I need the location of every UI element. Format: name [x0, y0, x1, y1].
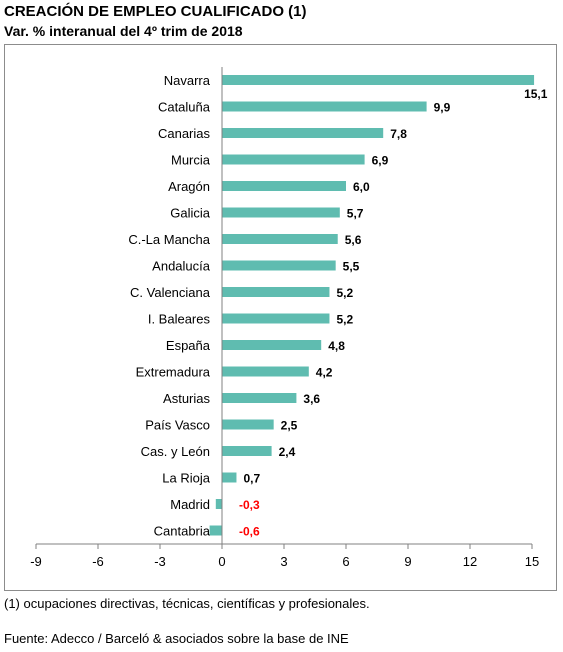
bar	[222, 366, 309, 377]
value-label: -0,6	[239, 525, 260, 539]
bar-chart: Navarra 15,1 Cataluña 9,9 Canarias 7,8 Murcia 6…	[30, 67, 548, 569]
value-label: 4,2	[316, 366, 333, 380]
category-label: Galicia	[170, 206, 211, 221]
x-tick-label: 9	[404, 554, 411, 569]
category-label: Cas. y León	[141, 444, 210, 459]
value-label: -0,3	[239, 498, 260, 512]
category-label: Canarias	[158, 126, 211, 141]
bar	[222, 154, 365, 165]
category-label: La Rioja	[162, 471, 210, 486]
bar	[222, 446, 272, 456]
bar	[209, 525, 222, 536]
value-label: 0,7	[243, 472, 260, 486]
value-label: 5,5	[343, 260, 360, 274]
category-label: C.-La Mancha	[128, 232, 210, 247]
x-tick-label: 6	[342, 554, 349, 569]
bar	[215, 499, 222, 509]
category-label: Murcia	[171, 153, 211, 168]
category-label: Navarra	[164, 73, 211, 88]
x-tick-label: -9	[30, 554, 42, 569]
bar	[222, 340, 322, 350]
value-label: 9,9	[434, 101, 451, 115]
value-label: 6,9	[372, 154, 389, 168]
source-note: Fuente: Adecco / Barceló & asociados sob…	[4, 631, 349, 646]
category-label: Cantabria	[154, 524, 211, 539]
value-label: 5,2	[336, 313, 353, 327]
category-label: Madrid	[170, 497, 210, 512]
bar	[222, 313, 330, 324]
category-label: Asturias	[163, 391, 210, 406]
value-label: 5,6	[345, 233, 362, 247]
bar	[222, 128, 384, 138]
category-label: España	[166, 338, 211, 353]
bar	[222, 287, 330, 297]
value-label: 3,6	[303, 392, 320, 406]
footnote: (1) ocupaciones directivas, técnicas, ci…	[4, 596, 370, 611]
category-label: I. Baleares	[148, 312, 211, 327]
bar	[222, 260, 336, 271]
value-label: 2,5	[281, 419, 298, 433]
category-label: Andalucía	[152, 259, 211, 274]
value-label: 7,8	[390, 127, 407, 141]
value-label: 6,0	[353, 180, 370, 194]
category-label: Cataluña	[158, 100, 211, 115]
chart-area: Navarra 15,1 Cataluña 9,9 Canarias 7,8 Murcia 6…	[4, 44, 557, 591]
category-label: País Vasco	[145, 418, 210, 433]
bar	[222, 75, 535, 85]
chart-subtitle: Var. % interanual del 4º trim de 2018	[4, 23, 243, 39]
x-tick-label: -3	[154, 554, 166, 569]
value-label: 5,2	[336, 286, 353, 300]
x-tick-label: 3	[280, 554, 287, 569]
value-label: 5,7	[347, 207, 364, 221]
chart-title: CREACIÓN DE EMPLEO CUALIFICADO (1)	[4, 3, 307, 20]
category-label: Aragón	[168, 179, 210, 194]
x-tick-label: -6	[92, 554, 104, 569]
bar	[222, 101, 427, 112]
x-tick-label: 0	[218, 554, 225, 569]
bar	[222, 472, 237, 483]
bar	[222, 419, 274, 430]
bar	[222, 393, 297, 403]
value-label: 4,8	[328, 339, 345, 353]
bar	[222, 207, 340, 218]
value-label: 2,4	[279, 445, 296, 459]
x-tick-label: 15	[525, 554, 539, 569]
category-label: Extremadura	[136, 365, 211, 380]
bar	[222, 234, 338, 244]
category-label: C. Valenciana	[130, 285, 211, 300]
x-tick-label: 12	[463, 554, 477, 569]
bar	[222, 181, 346, 191]
value-label: 15,1	[524, 87, 548, 101]
